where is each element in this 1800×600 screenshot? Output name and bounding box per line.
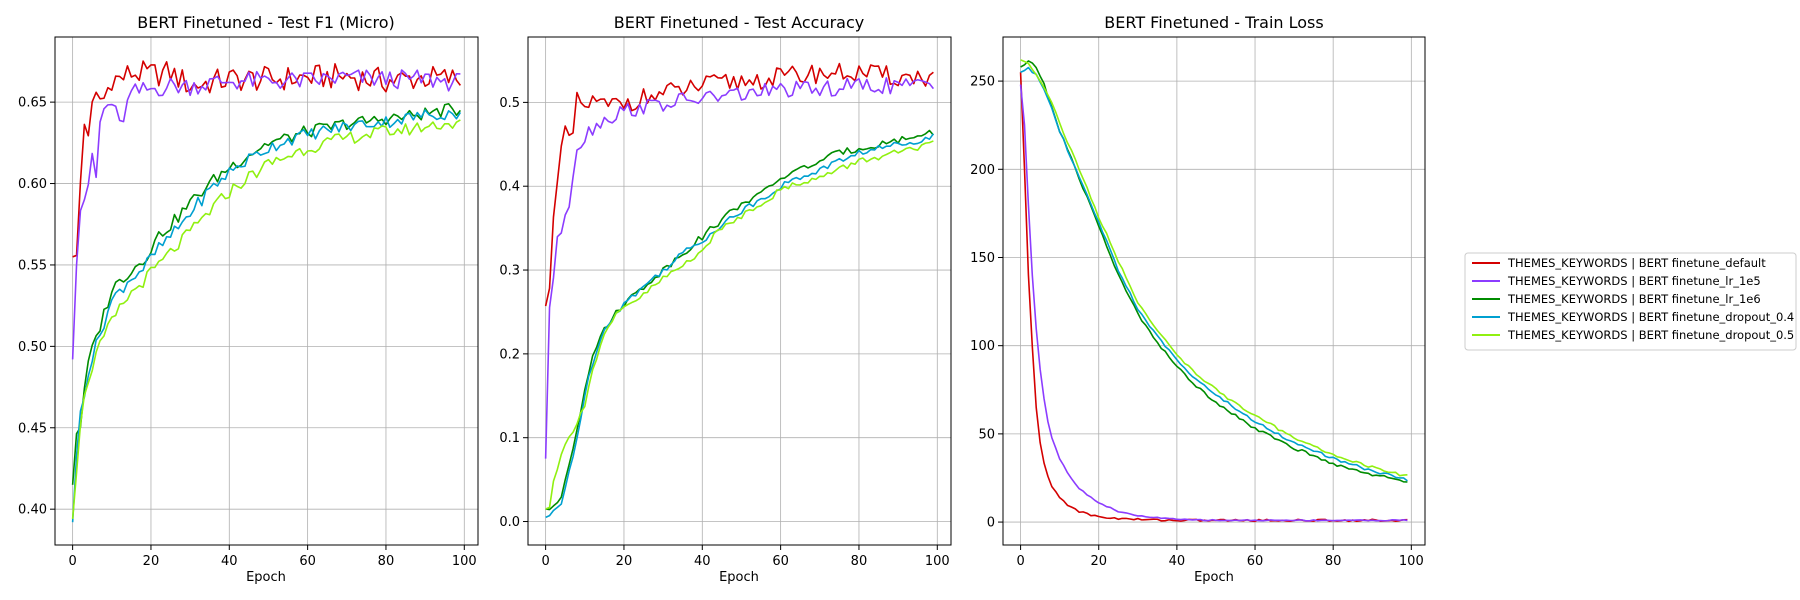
legend-entry: THEMES_KEYWORDS | BERT finetune_default (1472, 256, 1766, 270)
chart-title: BERT Finetuned - Test F1 (Micro) (137, 13, 394, 32)
x-tick-label: 40 (694, 554, 711, 569)
chart-title: BERT Finetuned - Train Loss (1104, 13, 1323, 32)
series-line (1019, 84, 1408, 522)
y-tick-label: 0.4 (499, 180, 520, 195)
x-tick-label: 60 (772, 554, 789, 569)
x-tick-label: 100 (925, 554, 950, 569)
y-tick-label: 100 (970, 339, 995, 354)
plot-area (1003, 37, 1425, 545)
chart-test-f1: BERT Finetuned - Test F1 (Micro) Epoch 0… (18, 13, 479, 585)
x-tick-label: 60 (1247, 554, 1264, 569)
x-tick-label: 0 (541, 554, 549, 569)
legend-label: THEMES_KEYWORDS | BERT finetune_lr_1e5 (1507, 274, 1761, 288)
x-tick-label: 40 (1169, 554, 1186, 569)
series-line (71, 69, 461, 360)
y-tick-label: 0.5 (499, 96, 520, 111)
y-tick-label: 0.40 (18, 503, 47, 518)
plot-area (528, 37, 951, 545)
x-tick-label: 20 (1090, 554, 1107, 569)
y-tick-label: 0 (987, 516, 995, 531)
legend-entry: THEMES_KEYWORDS | BERT finetune_dropout_… (1472, 310, 1794, 324)
y-tick-label: 0.55 (18, 258, 47, 273)
series-line (545, 140, 934, 510)
x-tick-label: 0 (68, 554, 76, 569)
y-tick-label: 0.45 (18, 421, 47, 436)
x-axis-label: Epoch (719, 570, 759, 585)
legend-entry: THEMES_KEYWORDS | BERT finetune_lr_1e6 (1472, 292, 1761, 306)
x-tick-label: 60 (299, 554, 316, 569)
series-line (71, 102, 462, 485)
x-tick-label: 0 (1016, 554, 1024, 569)
y-tick-label: 0.2 (499, 347, 520, 362)
y-tick-label: 0.65 (18, 96, 47, 111)
y-tick-label: 0.0 (499, 515, 520, 530)
series-line (544, 77, 935, 459)
legend-label: THEMES_KEYWORDS | BERT finetune_dropout_… (1507, 328, 1794, 342)
chart-train-loss: BERT Finetuned - Train Loss Epoch 0 20 40 6… (970, 13, 1426, 585)
series-line (1020, 60, 1408, 483)
series-line (544, 62, 934, 307)
axes-frame (54, 36, 479, 546)
legend-frame (1464, 252, 1797, 351)
x-tick-label: 80 (851, 554, 868, 569)
series-line (1020, 59, 1408, 477)
y-tick-label: 0.3 (499, 264, 520, 279)
axes-frame (527, 36, 952, 546)
x-tick-label: 80 (1325, 554, 1342, 569)
x-tick-label: 20 (143, 554, 160, 569)
legend-entry: THEMES_KEYWORDS | BERT finetune_dropout_… (1472, 328, 1794, 342)
series-line (545, 133, 935, 519)
series-line (1020, 66, 1408, 482)
x-tick-label: 100 (1399, 554, 1424, 569)
y-tick-label: 0.60 (18, 177, 47, 192)
plot-area (55, 37, 478, 545)
axes-frame (1002, 36, 1426, 546)
x-tick-label: 100 (452, 554, 477, 569)
series-line (72, 60, 462, 258)
x-tick-label: 40 (221, 554, 238, 569)
legend-label: THEMES_KEYWORDS | BERT finetune_lr_1e6 (1507, 292, 1761, 306)
y-tick-label: 150 (970, 251, 995, 266)
y-tick-label: 250 (970, 75, 995, 90)
series-line (71, 119, 461, 520)
chart-title: BERT Finetuned - Test Accuracy (614, 13, 865, 32)
x-tick-label: 80 (378, 554, 395, 569)
x-axis-label: Epoch (246, 570, 286, 585)
x-axis-label: Epoch (1194, 570, 1234, 585)
series-line (71, 109, 462, 523)
legend-label: THEMES_KEYWORDS | BERT finetune_default (1507, 256, 1766, 270)
x-tick-label: 20 (616, 554, 633, 569)
y-tick-label: 0.50 (18, 340, 47, 355)
legend: THEMES_KEYWORDS | BERT finetune_default … (1464, 252, 1797, 351)
legend-label: THEMES_KEYWORDS | BERT finetune_dropout_… (1507, 310, 1794, 324)
chart-test-accuracy: BERT Finetuned - Test Accuracy Epoch 0 20… (499, 13, 952, 585)
legend-entry: THEMES_KEYWORDS | BERT finetune_lr_1e5 (1472, 274, 1761, 288)
y-tick-label: 200 (970, 163, 995, 178)
y-tick-label: 0.1 (499, 431, 520, 446)
y-tick-label: 50 (978, 427, 995, 442)
